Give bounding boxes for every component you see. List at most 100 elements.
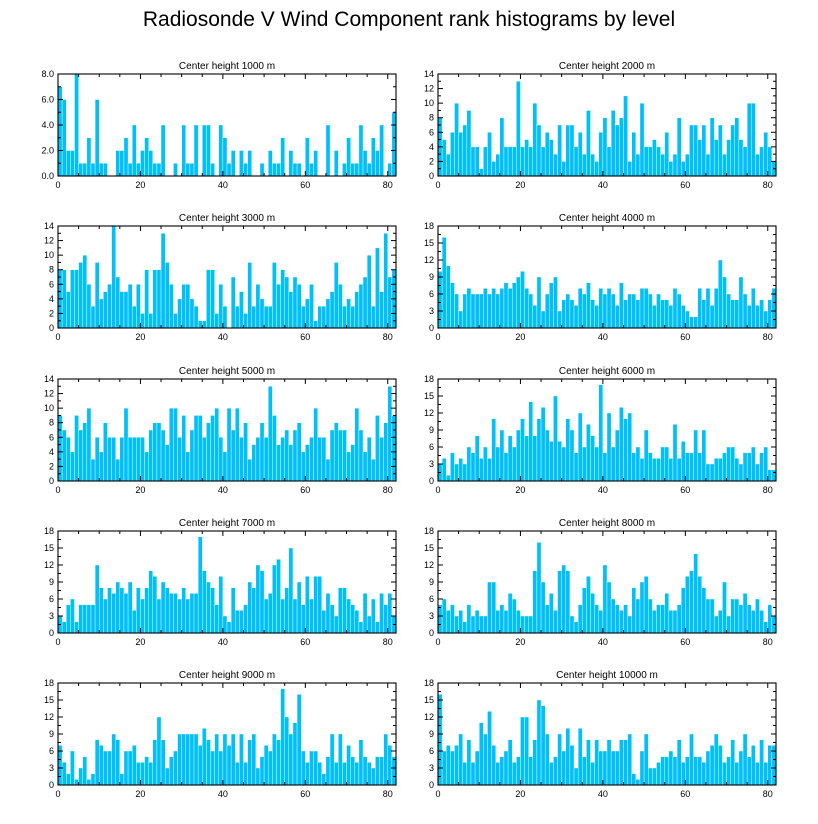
histogram-bar: [296, 694, 302, 786]
y-tick-label: 3: [49, 763, 54, 773]
histogram-bar: [317, 576, 323, 634]
histogram-bar: [148, 150, 154, 177]
y-tick-label: 18: [424, 374, 434, 384]
histogram-bar: [701, 762, 707, 786]
histogram-bar: [627, 293, 632, 329]
histogram-bar: [292, 276, 298, 329]
histogram-bar: [697, 452, 703, 482]
histogram-bar: [259, 298, 265, 329]
histogram-bar: [454, 615, 459, 634]
histogram-bar: [751, 610, 756, 634]
histogram-bar: [491, 745, 496, 786]
histogram-bar: [230, 429, 236, 482]
histogram-panel-2: Center height 2000 m 0 2 4 6 8 10 12 14 0 20 40 60 80: [424, 61, 777, 190]
histogram-bar: [763, 762, 768, 786]
histogram-bar: [342, 429, 347, 482]
histogram-bar: [103, 422, 108, 482]
histogram-bar: [705, 463, 711, 482]
y-tick-label: 0: [49, 780, 54, 790]
x-tick-label: 80: [383, 180, 393, 190]
y-tick-label: 18: [424, 678, 434, 688]
histogram-panel-1: Center height 1000 m 0.0 2.0 4.0 6.0 8.0 0 20 40…: [41, 61, 397, 190]
histogram-bar: [86, 137, 92, 177]
y-tick-label: 0: [429, 323, 434, 333]
histogram-bar: [487, 458, 492, 482]
histogram-bar: [676, 293, 682, 329]
histogram-bar: [466, 604, 472, 634]
histogram-bar: [144, 756, 149, 786]
histogram-bar: [131, 305, 137, 329]
histogram-bar: [619, 407, 624, 482]
histogram-bar: [181, 733, 186, 786]
x-tick-label: 40: [598, 485, 608, 495]
histogram-bar: [470, 762, 476, 786]
panel-title: Center height 4000 m: [559, 213, 655, 224]
histogram-bar: [268, 593, 273, 634]
panel-title: Center height 9000 m: [179, 670, 275, 681]
histogram-bar: [210, 163, 215, 177]
histogram-bar: [454, 745, 459, 786]
histogram-bar: [705, 153, 711, 177]
histogram-bar: [284, 276, 290, 329]
histogram-bar: [528, 615, 534, 634]
histogram-bar: [569, 745, 575, 786]
y-tick-label: 10: [44, 403, 54, 413]
histogram-bar: [511, 762, 517, 786]
histogram-bar: [746, 305, 752, 329]
histogram-bar: [532, 102, 538, 177]
y-tick-label: 15: [424, 391, 434, 401]
histogram-bar: [292, 163, 298, 177]
histogram-bar: [462, 762, 468, 786]
histogram-bar: [751, 446, 756, 482]
histogram-bar: [446, 265, 451, 329]
histogram-bar: [119, 150, 125, 177]
histogram-bar: [202, 437, 207, 482]
histogram-bar: [107, 750, 112, 786]
y-tick-label: 9: [49, 729, 54, 739]
x-tick-label: 40: [598, 332, 608, 342]
histogram-bar: [66, 150, 71, 177]
y-tick-label: 6.0: [41, 95, 54, 105]
histogram-bar: [483, 146, 488, 177]
histogram-bar: [507, 288, 513, 329]
histogram-bar: [693, 429, 698, 482]
histogram-bar: [305, 137, 310, 177]
histogram-bar: [243, 604, 248, 634]
histogram-bar: [214, 733, 219, 786]
histogram-bar: [333, 762, 339, 786]
histogram-bar: [495, 153, 501, 177]
histogram-bar: [206, 739, 211, 786]
histogram-bar: [288, 444, 294, 482]
y-tick-label: 4: [429, 142, 434, 152]
histogram-bar: [354, 407, 360, 482]
x-tick-label: 80: [383, 789, 393, 799]
histogram-bar: [458, 310, 463, 329]
histogram-bar: [697, 576, 703, 634]
histogram-bar: [689, 316, 694, 329]
y-tick-label: 4: [49, 294, 54, 304]
x-tick-label: 80: [383, 332, 393, 342]
histogram-bar: [544, 293, 550, 329]
histogram-bar: [516, 81, 521, 177]
panel-title: Center height 5000 m: [179, 366, 275, 377]
x-tick-label: 80: [383, 485, 393, 495]
histogram-bar: [169, 407, 174, 482]
histogram-bar: [437, 604, 443, 634]
panel-title: Center height 7000 m: [179, 518, 275, 529]
histogram-bar: [317, 437, 323, 482]
histogram-bar: [615, 750, 620, 786]
histogram-bar: [470, 452, 476, 482]
y-tick-label: 15: [424, 543, 434, 553]
histogram-bar: [379, 124, 384, 177]
histogram-bar: [99, 451, 104, 482]
histogram-bar: [487, 132, 492, 177]
histogram-bar: [160, 739, 166, 786]
histogram-bar: [94, 262, 100, 329]
histogram-bar: [181, 587, 186, 634]
histogram-bar: [156, 716, 162, 786]
histogram-bar: [520, 146, 525, 177]
histogram-bar: [371, 598, 376, 634]
histogram-bar: [99, 163, 104, 177]
histogram-bar: [693, 553, 698, 634]
histogram-bar: [635, 598, 641, 634]
